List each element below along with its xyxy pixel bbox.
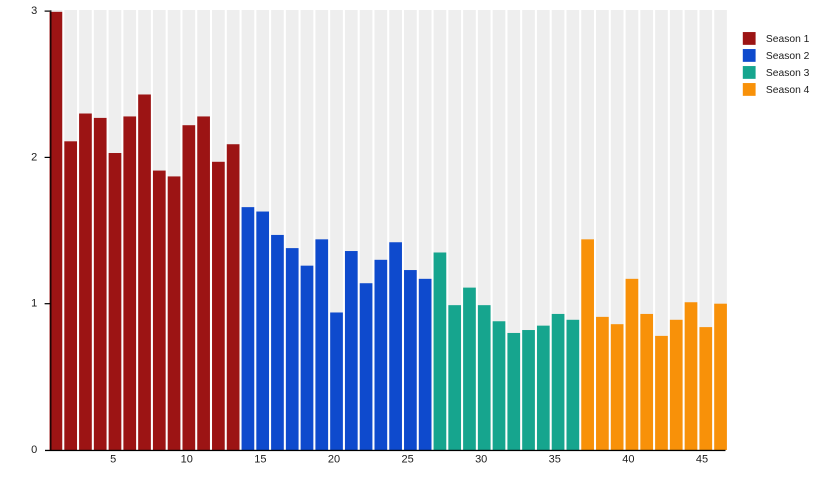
svg-text:2: 2: [31, 151, 37, 163]
svg-text:5: 5: [110, 453, 116, 465]
svg-text:30: 30: [475, 453, 487, 465]
svg-text:15: 15: [254, 453, 266, 465]
svg-text:25: 25: [401, 453, 413, 465]
svg-text:Season 4: Season 4: [766, 85, 810, 96]
svg-text:40: 40: [622, 453, 634, 465]
svg-text:1: 1: [31, 298, 37, 310]
svg-text:3: 3: [31, 5, 37, 17]
svg-text:10: 10: [181, 453, 193, 465]
svg-text:Season 2: Season 2: [766, 51, 810, 62]
svg-text:35: 35: [549, 453, 561, 465]
svg-text:0: 0: [31, 444, 37, 456]
svg-text:20: 20: [328, 453, 340, 465]
svg-text:45: 45: [696, 453, 708, 465]
svg-text:Season 1: Season 1: [766, 34, 810, 45]
svg-text:Season 3: Season 3: [766, 68, 810, 79]
